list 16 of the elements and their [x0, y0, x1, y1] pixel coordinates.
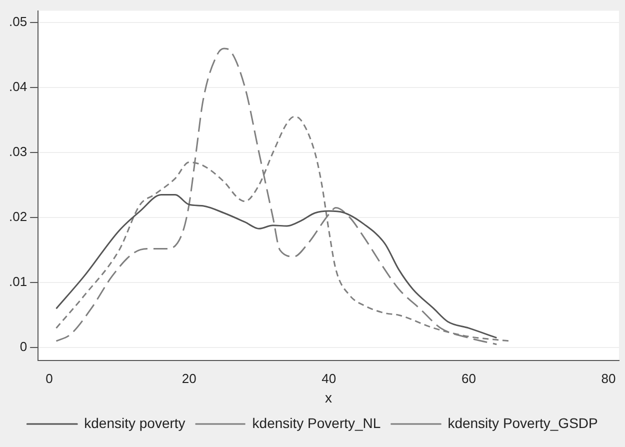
legend-label: kdensity poverty: [84, 414, 186, 431]
legend-label: kdensity Poverty_NL: [252, 414, 381, 431]
y-tick-label: .04: [8, 79, 28, 94]
line-series: [56, 194, 498, 339]
x-tick-label: 80: [601, 370, 616, 386]
x-tick-label: 60: [461, 370, 476, 386]
y-tick-label: .05: [8, 14, 28, 30]
x-tick-label: 40: [322, 370, 336, 386]
x-tick-label: 0: [46, 370, 53, 386]
y-tick-label: 0: [20, 339, 28, 354]
y-tick-label: .01: [8, 274, 28, 290]
y-tick-label: .02: [8, 209, 28, 224]
legend-label: kdensity Poverty_GSDP: [448, 414, 598, 431]
x-axis-title: x: [325, 389, 332, 406]
x-tick-label: 20: [182, 370, 196, 386]
y-tick-label: .03: [8, 144, 28, 160]
